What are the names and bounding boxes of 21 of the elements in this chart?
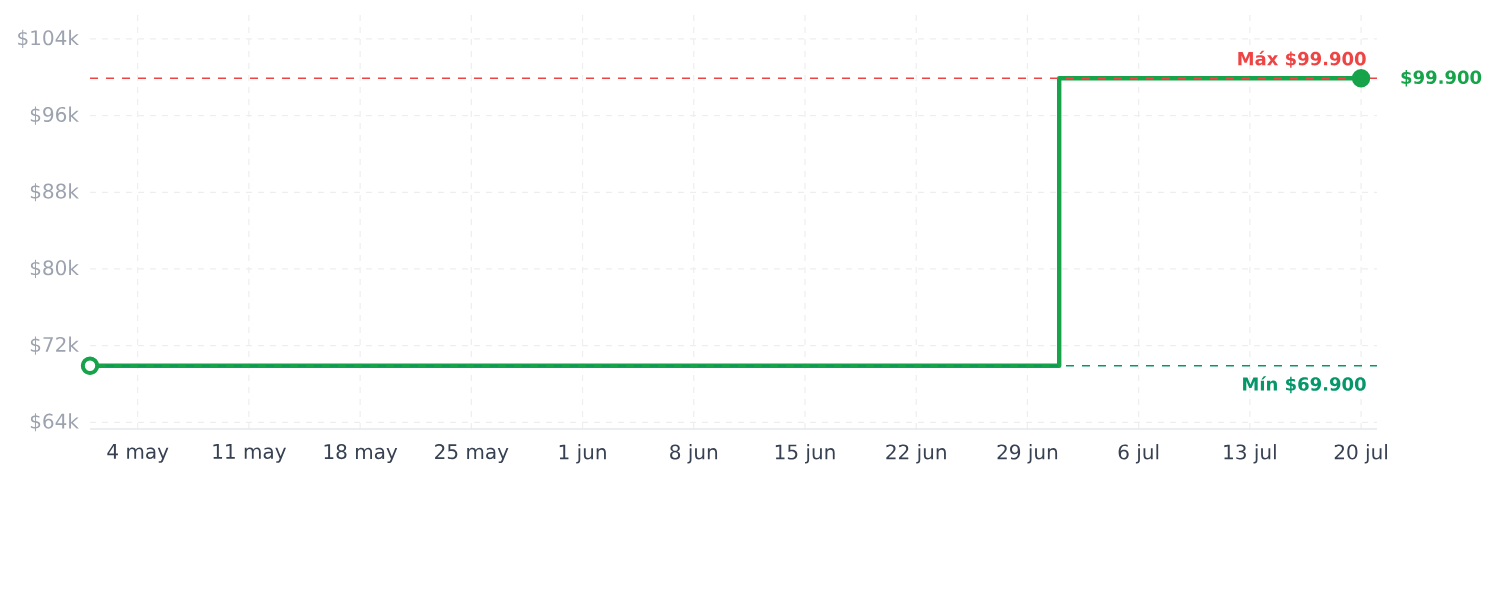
x-tick-label: 1 jun (559, 444, 606, 464)
x-tick-label: 8 jun (670, 444, 718, 464)
ref-line-label: Máx $99.900 (1238, 50, 1366, 68)
x-tick-label: 29 jun (997, 444, 1058, 464)
x-tick-label: 4 may (107, 444, 169, 463)
x-tick-label: 11 may (213, 444, 286, 463)
ref-line-label: Mín $69.900 (1243, 376, 1366, 394)
y-tick-label: $96k (30, 106, 79, 125)
x-tick-label: 25 may (435, 444, 509, 464)
y-tick-label: $64k (30, 413, 79, 432)
x-tick-label: 13 jul (1224, 444, 1276, 464)
y-tick-label: $72k (30, 336, 79, 355)
annotation: $99.900 (1401, 70, 1482, 87)
x-tick-label: 6 jul (1118, 444, 1159, 464)
y-tick-label: $88k (30, 183, 79, 202)
x-tick-label: 20 jul (1334, 444, 1387, 464)
y-tick-label: $104k (18, 29, 79, 49)
y-tick-label: $80k (30, 259, 79, 279)
x-tick-label: 22 jun (886, 444, 946, 464)
x-tick-label: 18 may (324, 444, 398, 464)
x-tick-label: 15 jun (775, 444, 835, 464)
